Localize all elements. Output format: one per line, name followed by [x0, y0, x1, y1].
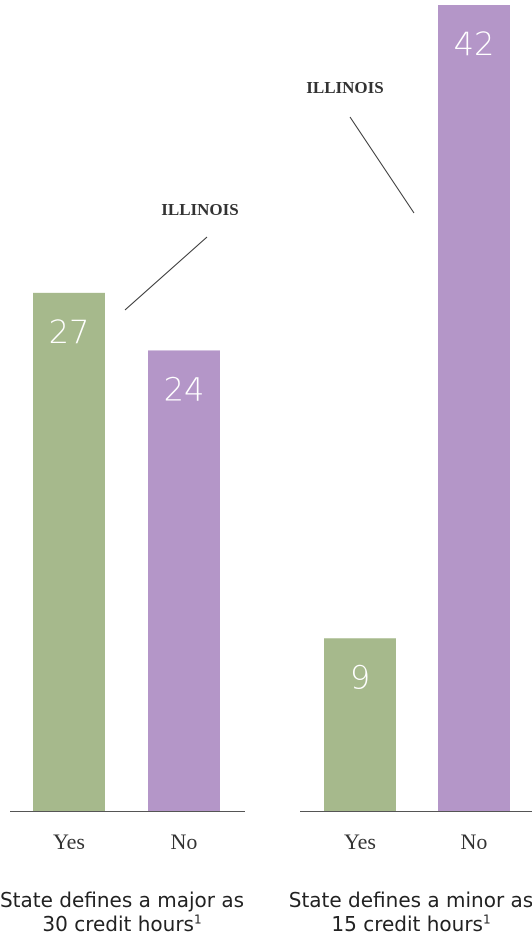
caption: State defines a minor as 15 credit hours…	[286, 888, 532, 936]
bar	[33, 292, 105, 811]
caption: State defines a major as 30 credit hours…	[0, 888, 247, 936]
value-label: 24	[164, 370, 205, 408]
category-label: Yes	[344, 829, 376, 854]
annotation: ILLINOIS	[306, 78, 383, 97]
value-label: 42	[454, 25, 495, 63]
annotation: ILLINOIS	[161, 200, 238, 219]
value-label: 27	[49, 313, 90, 351]
caption-note: 1	[482, 912, 491, 927]
bar	[438, 5, 510, 811]
caption-text: State defines a major as 30 credit hours	[0, 888, 245, 936]
bar	[324, 638, 396, 811]
value-label: 9	[350, 658, 370, 696]
bar	[148, 350, 220, 811]
category-label: No	[461, 829, 488, 854]
caption-note: 1	[193, 912, 202, 927]
category-label: Yes	[53, 829, 85, 854]
annotation-line	[124, 236, 208, 311]
caption-text: State defines a minor as 15 credit hours	[288, 888, 532, 936]
category-label: No	[171, 829, 198, 854]
annotation-line	[349, 116, 415, 214]
